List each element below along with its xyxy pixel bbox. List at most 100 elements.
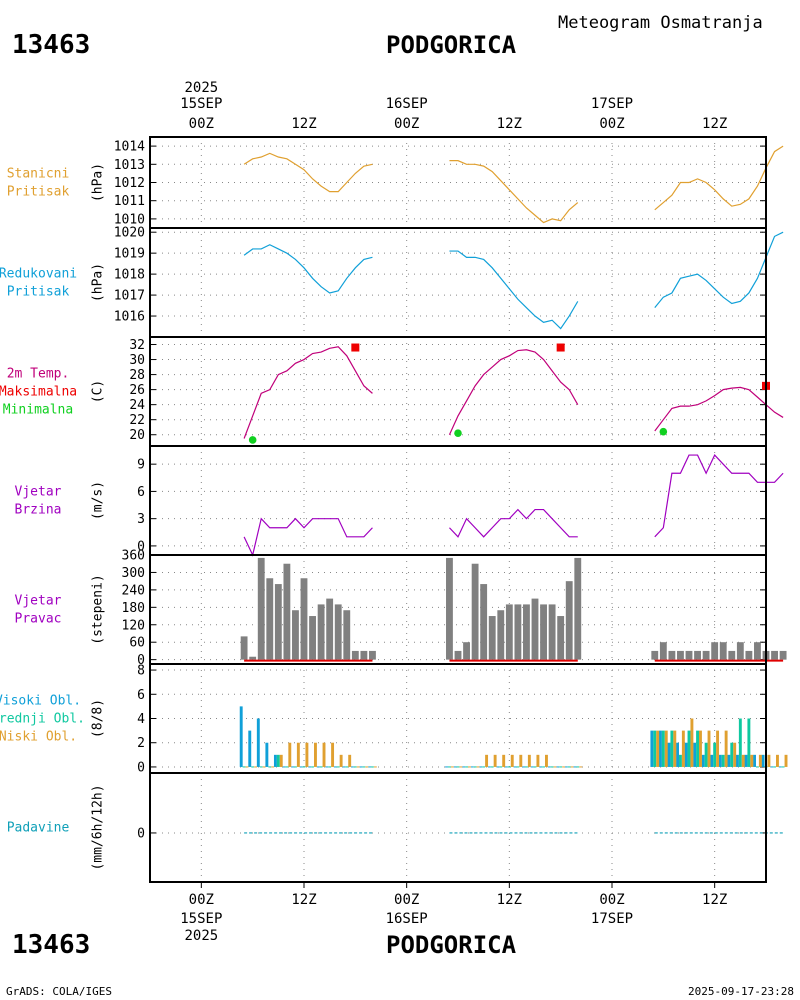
bar-high [265,742,269,767]
panel-frame [149,136,767,229]
bar-low [656,730,660,767]
date-label-bottom: 17SEP [591,911,633,927]
bar-low [776,754,779,767]
panel-frame [149,227,767,338]
station-name-top: PODGORICA [386,31,517,59]
year-label-top: 2025 [184,80,218,96]
tmin-marker [248,436,257,444]
bar-mid [687,730,691,767]
bar-dirbar [317,604,325,660]
unit-label: (mm/6h/12h) [91,784,106,870]
bar-dirbar [736,642,744,660]
station-name-bottom: PODGORICA [386,931,517,959]
bar-high [684,742,688,767]
bar-high [658,730,662,767]
bar-low [690,718,694,767]
bar-low [348,754,352,767]
y-tick-label: 1018 [114,268,145,283]
bar-dirbar [548,604,556,660]
series-line [243,346,373,439]
y-tick-label: 22 [129,413,145,428]
bar-low [510,754,514,767]
bar-mid [721,754,725,767]
panel-label: Brzina [15,503,62,518]
bar-dirbar [309,616,316,660]
y-tick-label: 1013 [114,158,145,173]
bar-dirbar [471,563,479,660]
bar-high [256,718,260,767]
bar-dirbar [574,557,582,660]
y-tick-label: 6 [137,688,145,703]
tmin-marker [659,427,668,436]
y-tick-label: 2 [137,736,145,751]
series-line [449,160,579,224]
bar-dirbar [274,584,282,660]
y-tick-label: 30 [129,353,145,368]
bar-dirbar [505,604,513,660]
bar-dirbar [728,650,736,660]
station-id-top: 13463 [12,30,91,60]
series-line [449,508,578,538]
credit-text: GrADS: COLA/IGES [6,985,112,998]
bar-mid [653,730,657,767]
bar-mid [713,742,717,767]
bar-dirbar [446,557,453,660]
panel-label: Maksimalna [0,385,77,400]
bar-mid [276,754,280,767]
bar-dirbar [694,650,701,660]
bar-dirbar [659,642,667,660]
y-tick-label: 1012 [114,176,145,191]
bar-dirbar [745,650,753,660]
hour-label-bottom: 12Z [497,892,522,908]
unit-label: (C) [91,380,106,403]
bar-mid [661,730,665,767]
unit-label: (8/8) [91,699,106,738]
series-line [654,386,784,432]
y-tick-label: 26 [129,383,145,398]
bar-high [239,706,243,767]
unit-label: (hPa) [91,263,106,302]
y-tick-label: 0 [137,653,145,668]
bar-dirbar [292,610,299,660]
bar-dirbar [257,557,265,660]
bar-dirbar [283,563,291,660]
bar-low [536,754,540,767]
bar-mid [738,718,742,767]
bar-mid [730,742,734,767]
date-label-top: 15SEP [180,96,222,112]
bar-dirbar [351,650,359,660]
bar-high [761,754,765,767]
bar-dirbar [565,581,573,660]
panel-label: Vjetar [15,594,62,609]
y-tick-label: 1010 [114,212,145,227]
tmax-marker [351,343,360,352]
hour-label-bottom: 00Z [394,892,419,908]
panel-label: Pritisak [7,285,70,300]
bar-low [322,742,326,767]
bar-dirbar [685,650,693,660]
bar-low [724,730,728,767]
hour-label-top: 00Z [599,116,624,132]
bar-dirbar [454,650,462,660]
panel-label: Stanicni [7,167,70,182]
date-label-top: 16SEP [386,96,428,112]
bar-dirbar [677,650,684,660]
y-tick-label: 0 [137,760,145,775]
unit-label: (m/s) [91,481,106,520]
unit-label: (hPa) [91,163,106,202]
bar-low [305,742,309,767]
unit-label: (stepeni) [91,574,106,644]
bar-high [753,754,756,767]
bar-low [716,730,720,767]
bar-dirbar [651,650,659,660]
panel-label: Vjetar [15,485,62,500]
hour-label-bottom: 00Z [189,892,214,908]
bar-high [701,754,705,767]
hour-label-top: 12Z [702,116,727,132]
bar-high [273,754,277,767]
bar-high [735,754,739,767]
bar-dirbar [488,616,496,660]
panel-label: Srednji Obl. [0,712,85,727]
y-tick-label: 24 [129,398,145,413]
hour-label-top: 12Z [291,116,316,132]
